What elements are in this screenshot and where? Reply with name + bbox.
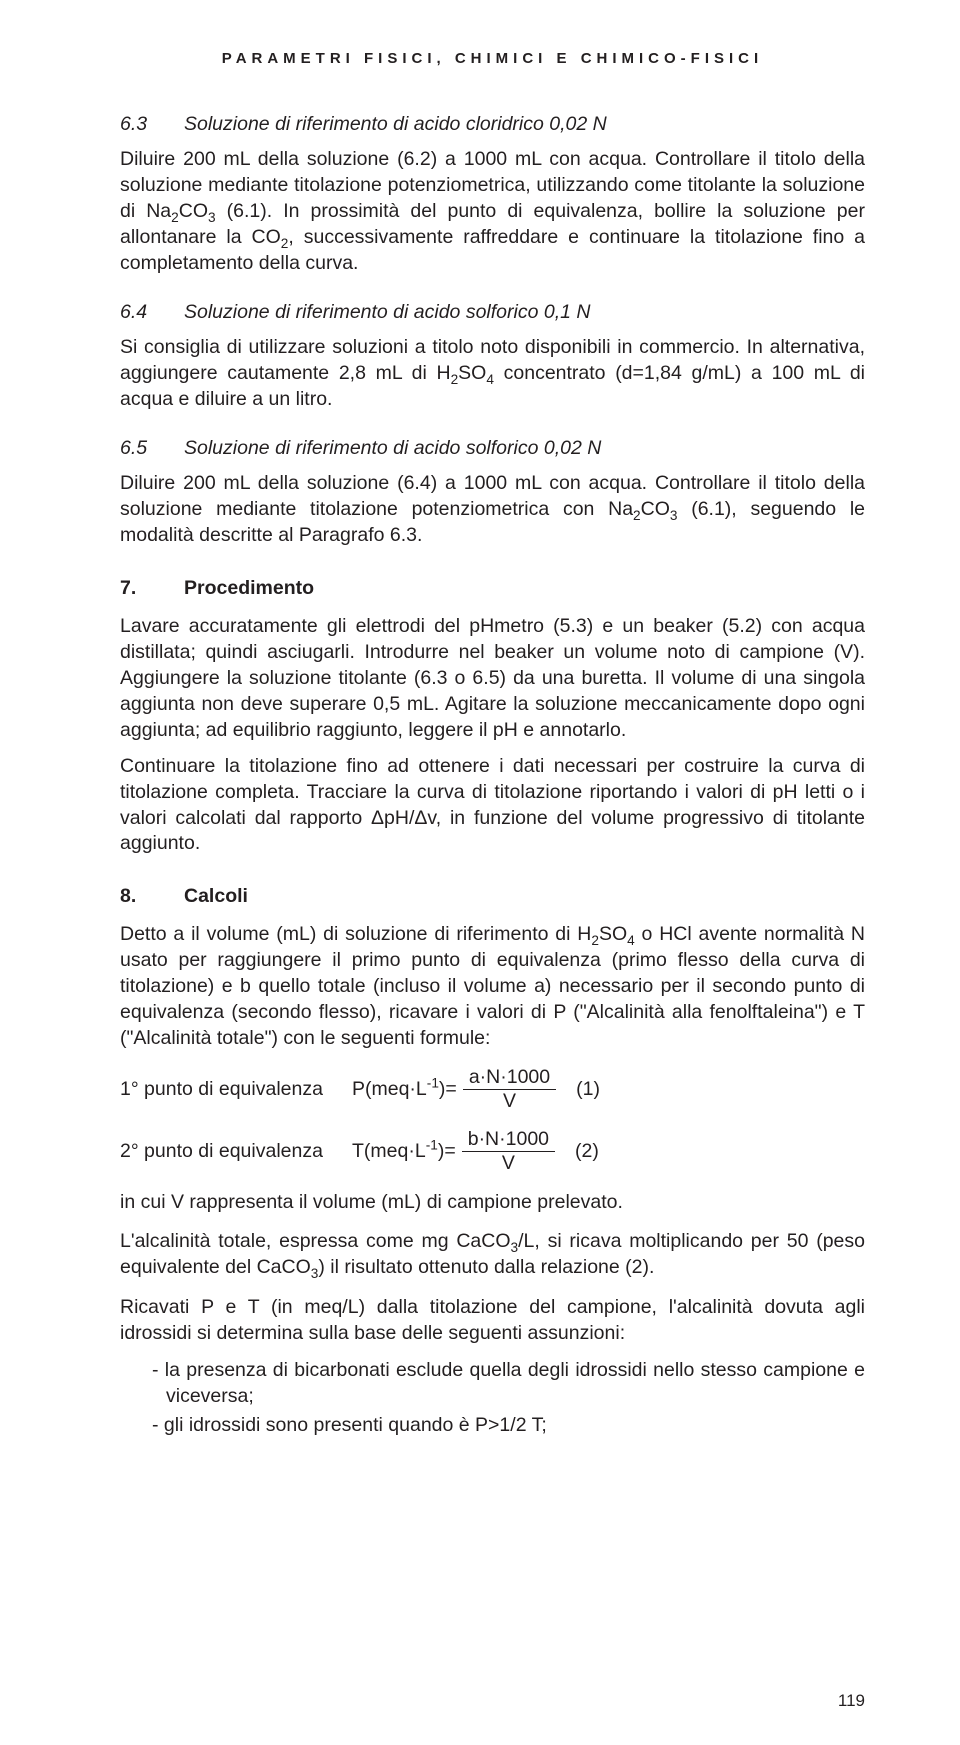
text: SO xyxy=(599,923,627,945)
paragraph-6-3: Diluire 200 mL della soluzione (6.2) a 1… xyxy=(120,147,865,277)
text: )= xyxy=(439,1078,457,1100)
fraction: a·N·1000 V xyxy=(463,1066,556,1114)
section-num: 6.5 xyxy=(120,435,184,461)
text: T(meq·L xyxy=(352,1140,426,1162)
list-item: la presenza di bicarbonati esclude quell… xyxy=(166,1357,865,1410)
numerator: a·N·1000 xyxy=(463,1066,556,1090)
text: L'alcalinità totale, espressa come mg Ca… xyxy=(120,1230,511,1252)
formula-label: 2° punto di equivalenza xyxy=(120,1140,352,1163)
section-num: 6.4 xyxy=(120,299,184,325)
equation-number: (1) xyxy=(576,1078,600,1101)
sub: 2 xyxy=(591,933,599,948)
sup: -1 xyxy=(426,1137,438,1152)
section-6-5: 6.5 Soluzione di riferimento di acido so… xyxy=(120,435,865,461)
sub: 4 xyxy=(627,933,635,948)
paragraph-6-5: Diluire 200 mL della soluzione (6.4) a 1… xyxy=(120,471,865,549)
paragraph-8c: L'alcalinità totale, espressa come mg Ca… xyxy=(120,1229,865,1281)
sub: 2 xyxy=(633,508,641,523)
denominator: V xyxy=(463,1090,556,1113)
section-title: Soluzione di riferimento di acido clorid… xyxy=(184,111,865,137)
sub: 2 xyxy=(171,210,179,225)
text: SO xyxy=(458,362,486,384)
text: Detto a il volume (mL) di soluzione di r… xyxy=(120,923,591,945)
text: ) il risultato ottenuto dalla relazione … xyxy=(318,1256,654,1278)
section-8: 8. Calcoli xyxy=(120,885,865,908)
assumption-list: la presenza di bicarbonati esclude quell… xyxy=(120,1357,865,1438)
text: P(meq·L xyxy=(352,1078,427,1100)
paragraph-7a: Lavare accuratamente gli elettrodi del p… xyxy=(120,614,865,744)
fraction: b·N·1000 V xyxy=(462,1128,555,1176)
paragraph-8a: Detto a il volume (mL) di soluzione di r… xyxy=(120,922,865,1052)
paragraph-8d: Ricavati P e T (in meq/L) dalla titolazi… xyxy=(120,1295,865,1347)
formula-2: 2° punto di equivalenza T(meq·L-1)= b·N·… xyxy=(120,1128,865,1176)
section-title: Procedimento xyxy=(184,577,314,600)
section-7: 7. Procedimento xyxy=(120,577,865,600)
formula-label: 1° punto di equivalenza xyxy=(120,1078,352,1101)
section-num: 6.3 xyxy=(120,111,184,137)
running-head: PARAMETRI FISICI, CHIMICI E CHIMICO-FISI… xyxy=(120,50,865,67)
section-6-3: 6.3 Soluzione di riferimento di acido cl… xyxy=(120,111,865,137)
section-6-4: 6.4 Soluzione di riferimento di acido so… xyxy=(120,299,865,325)
sup: -1 xyxy=(427,1076,439,1091)
sub: 3 xyxy=(511,1240,519,1255)
formula-lhs: T(meq·L-1)= xyxy=(352,1140,456,1163)
denominator: V xyxy=(462,1152,555,1175)
section-title: Soluzione di riferimento di acido solfor… xyxy=(184,435,865,461)
section-title: Calcoli xyxy=(184,885,248,908)
numerator: b·N·1000 xyxy=(462,1128,555,1152)
section-num: 8. xyxy=(120,885,184,908)
section-title: Soluzione di riferimento di acido solfor… xyxy=(184,299,865,325)
sub: 4 xyxy=(486,372,494,387)
text: CO xyxy=(179,200,208,222)
section-num: 7. xyxy=(120,577,184,600)
equation-number: (2) xyxy=(575,1140,599,1163)
paragraph-8b: in cui V rappresenta il volume (mL) di c… xyxy=(120,1190,865,1216)
paragraph-7b: Continuare la titolazione fino ad ottene… xyxy=(120,754,865,858)
text: CO xyxy=(641,498,670,520)
document-page: PARAMETRI FISICI, CHIMICI E CHIMICO-FISI… xyxy=(0,0,960,1745)
formula-1: 1° punto di equivalenza P(meq·L-1)= a·N·… xyxy=(120,1066,865,1114)
text: )= xyxy=(438,1140,456,1162)
paragraph-6-4: Si consiglia di utilizzare soluzioni a t… xyxy=(120,335,865,413)
formula-lhs: P(meq·L-1)= xyxy=(352,1078,457,1101)
list-item: gli idrossidi sono presenti quando è P>1… xyxy=(166,1412,865,1438)
page-number: 119 xyxy=(838,1691,865,1711)
sub: 3 xyxy=(208,210,216,225)
